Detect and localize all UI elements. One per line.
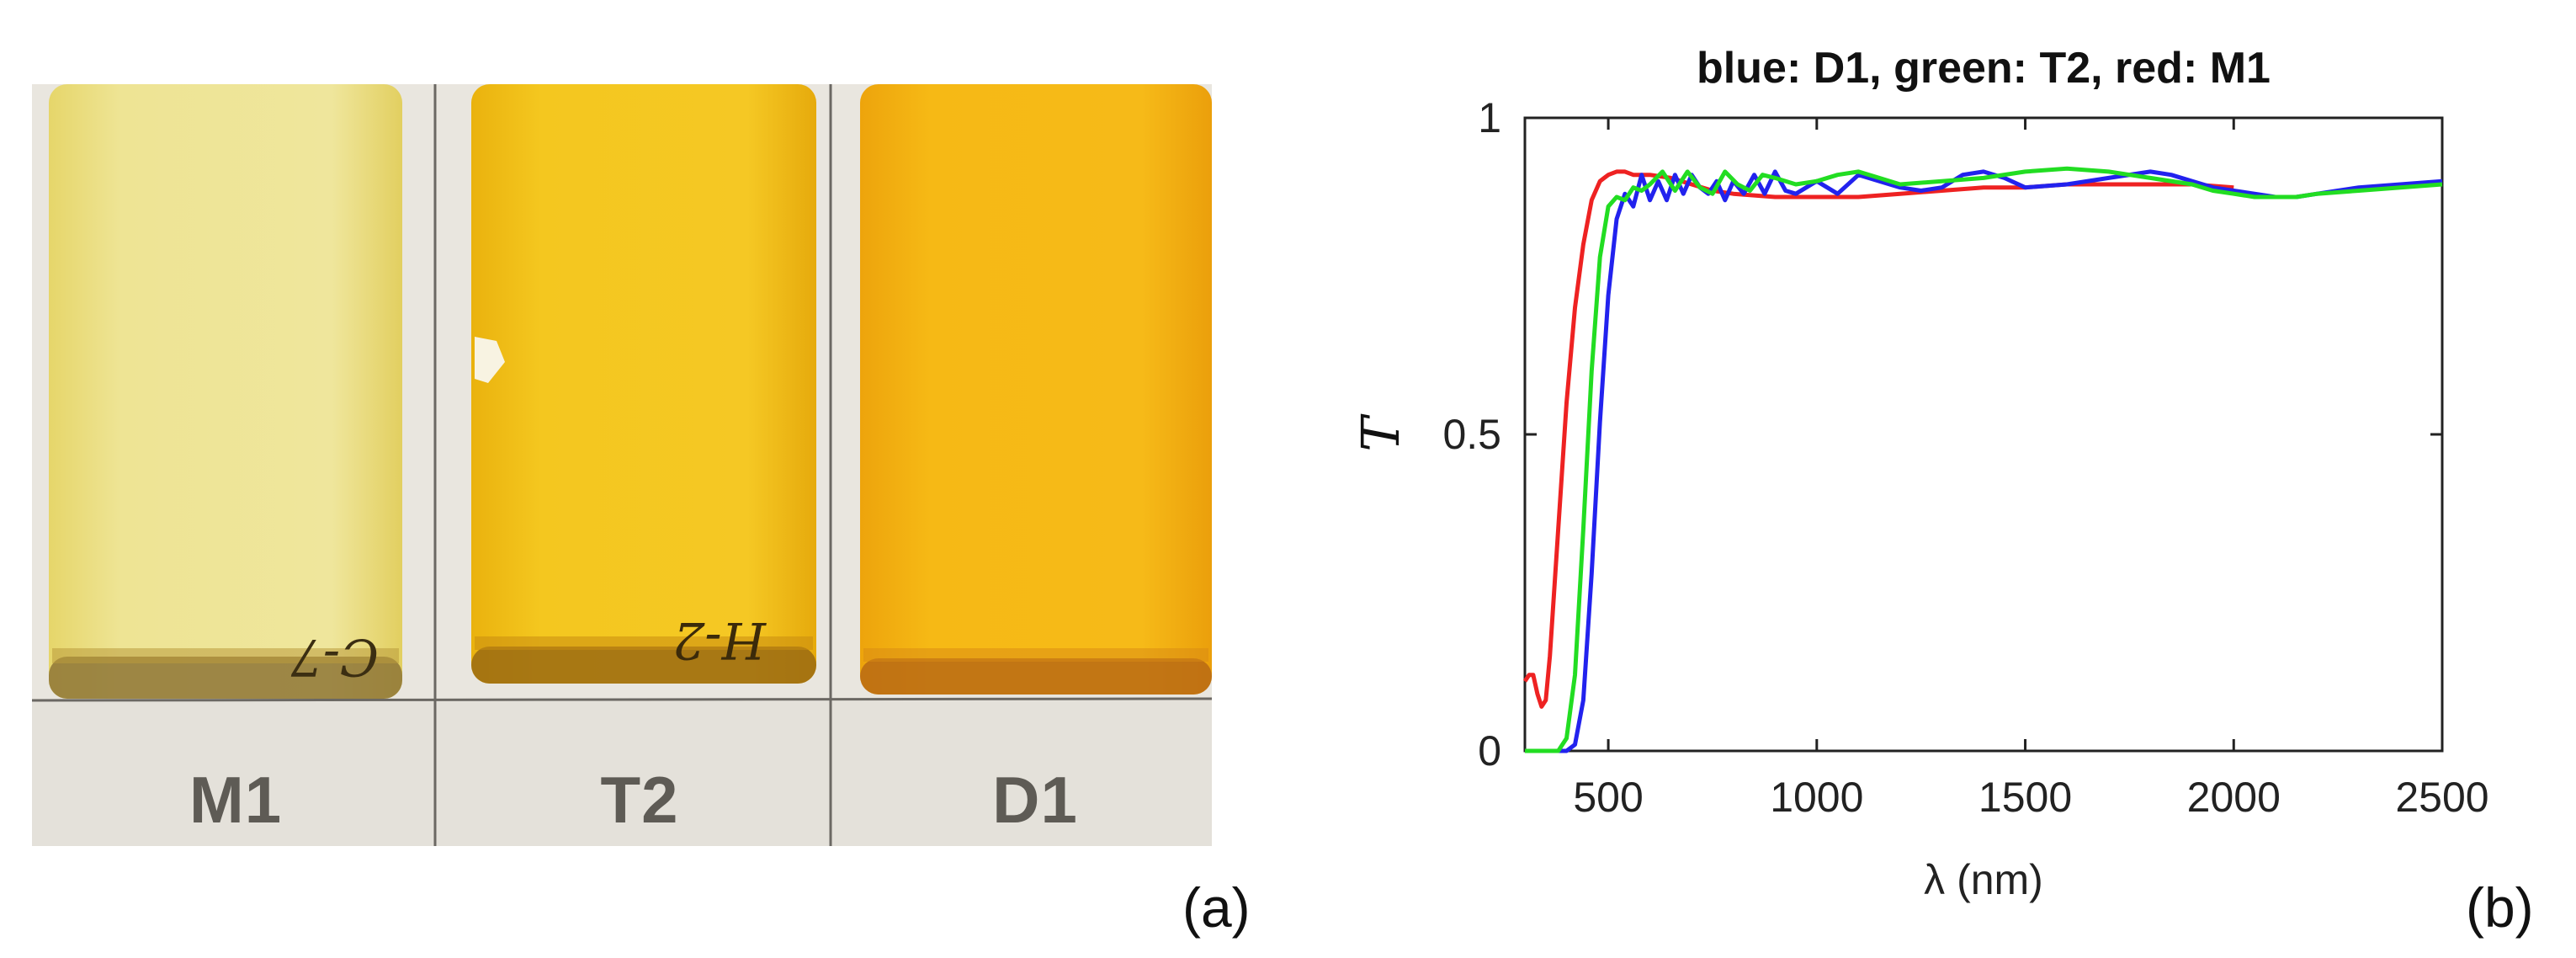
series-lines	[1522, 166, 2443, 753]
transmittance-chart-panel: blue: D1, green: T2, red: M1 500 1000 1500…	[1262, 0, 2576, 958]
x-tick-label: 2500	[2395, 774, 2488, 821]
x-tick-label: 500	[1573, 774, 1643, 821]
series-line-t2	[1525, 166, 2443, 753]
panel-b-letter: (b)	[2466, 876, 2534, 939]
chart-title: blue: D1, green: T2, red: M1	[1697, 44, 2271, 93]
series-line-d1	[1525, 169, 2443, 753]
y-tick-label: 0.5	[1442, 411, 1501, 458]
sample-photo: C-7 H-2	[31, 84, 1213, 846]
sample-slab-m1: C-7	[49, 84, 402, 699]
sample-label-t2: T2	[600, 763, 679, 837]
y-tick-label: 1	[1478, 94, 1501, 141]
transmittance-chart: blue: D1, green: T2, red: M1 500 1000 1500…	[1350, 44, 2489, 903]
y-tick-label: 0	[1478, 727, 1501, 774]
svg-text:H-2: H-2	[672, 610, 767, 669]
plot-frame	[1523, 116, 2444, 753]
baseline-line	[31, 697, 1213, 702]
svg-text:C-7: C-7	[290, 627, 379, 686]
axis-ticks: 500 1000 1500 2000 2500 0 0.5 1	[1442, 94, 2488, 821]
sample-photo-panel: C-7 H-2 M1 T2 D1 (a)	[0, 0, 1262, 958]
sample-slab-d1	[860, 84, 1212, 695]
x-tick-label: 1000	[1770, 774, 1863, 821]
panel-a-letter: (a)	[1182, 876, 1251, 939]
x-axis-label: λ (nm)	[1924, 856, 2043, 903]
x-tick-label: 1500	[1978, 774, 2072, 821]
sample-label-d1: D1	[992, 763, 1078, 837]
y-axis-label: T	[1350, 413, 1411, 452]
sample-label-m1: M1	[189, 763, 283, 837]
x-tick-label: 2000	[2187, 774, 2281, 821]
sample-slab-t2: H-2	[471, 84, 816, 684]
